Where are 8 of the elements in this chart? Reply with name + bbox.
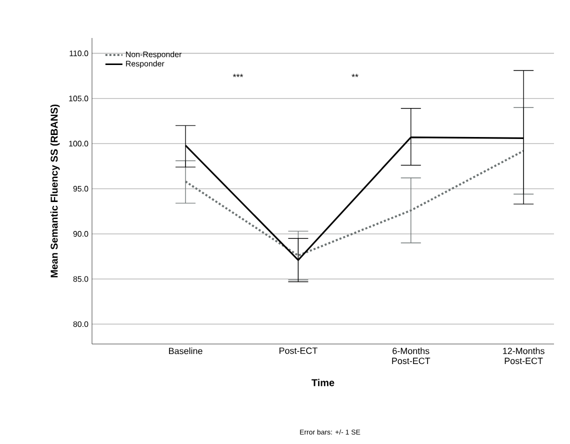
x-axis-title: Time bbox=[312, 378, 334, 386]
x-tick-label: 6-Months Post-ECT bbox=[392, 348, 430, 364]
annotation: *** bbox=[232, 74, 244, 78]
y-axis-title: Mean Semantic Fluency SS (RBANS) bbox=[50, 104, 60, 278]
annotation: ** bbox=[352, 74, 358, 78]
x-tick-label: Baseline bbox=[169, 348, 202, 354]
x-tick-label: Post-ECT bbox=[280, 348, 318, 354]
x-tick-label: 12-Months Post-ECT bbox=[503, 348, 544, 364]
